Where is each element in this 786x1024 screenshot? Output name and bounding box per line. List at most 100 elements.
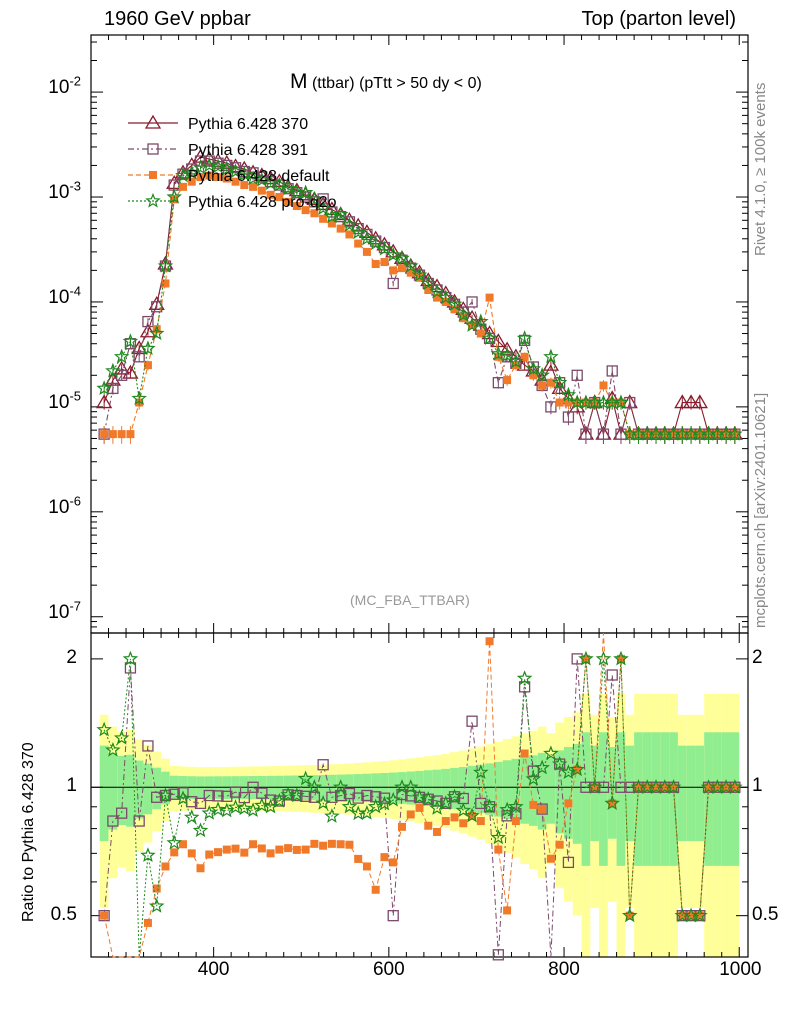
series-line-default bbox=[104, 175, 735, 435]
data-point bbox=[108, 430, 117, 439]
data-point bbox=[599, 381, 608, 390]
ratio-band-inner bbox=[520, 756, 529, 824]
data-point bbox=[196, 173, 205, 182]
ratio-band-inner bbox=[415, 770, 424, 806]
ratio-band-inner bbox=[441, 768, 451, 808]
ratio-point bbox=[562, 856, 575, 869]
ratio-point bbox=[275, 845, 284, 854]
ratio-point bbox=[247, 781, 259, 793]
ratio-y-tick-label-right: 1 bbox=[752, 775, 763, 797]
ratio-point bbox=[536, 803, 548, 815]
data-point bbox=[297, 184, 314, 200]
ratio-band-inner bbox=[704, 732, 713, 866]
data-point bbox=[473, 313, 489, 329]
ratio-band-inner bbox=[634, 732, 643, 866]
ratio-point bbox=[433, 827, 442, 836]
y-tick-label: 10-3 bbox=[48, 179, 81, 204]
data-point bbox=[499, 347, 515, 362]
ratio-point bbox=[578, 650, 594, 666]
ratio-point bbox=[397, 822, 406, 831]
ratio-band-inner bbox=[467, 765, 477, 812]
data-point bbox=[100, 430, 109, 439]
ratio-point bbox=[219, 802, 235, 818]
data-point bbox=[143, 361, 152, 370]
ratio-point bbox=[142, 740, 154, 752]
legend-entry-s370: Pythia 6.428 370 bbox=[128, 114, 308, 133]
ratio-point bbox=[704, 783, 713, 792]
data-point bbox=[389, 266, 398, 275]
ratio-point bbox=[586, 779, 603, 794]
ratio-band-inner bbox=[406, 771, 416, 805]
data-point bbox=[350, 224, 366, 240]
ratio-point bbox=[140, 847, 156, 862]
data-point bbox=[227, 163, 244, 179]
data-point bbox=[385, 246, 401, 262]
ratio-point bbox=[105, 741, 121, 757]
data-point bbox=[166, 188, 182, 204]
data-point bbox=[140, 340, 156, 356]
ratio-point bbox=[361, 789, 373, 802]
data-point bbox=[152, 325, 161, 334]
data-point bbox=[161, 279, 170, 288]
ratio-point bbox=[187, 849, 196, 858]
ratio-ylabel: Ratio to Pythia 6.428 370 bbox=[20, 742, 37, 922]
data-point bbox=[319, 214, 328, 223]
data-point bbox=[301, 206, 310, 215]
ratio-point bbox=[492, 949, 504, 961]
ratio-band-inner bbox=[660, 732, 670, 866]
ratio-point bbox=[595, 650, 612, 666]
data-point bbox=[560, 386, 577, 402]
legend-label: Pythia 6.428 default bbox=[188, 168, 330, 185]
ratio-band-inner bbox=[117, 755, 127, 826]
data-point bbox=[387, 277, 399, 290]
ratio-point bbox=[166, 834, 182, 850]
ratio-point bbox=[284, 844, 293, 853]
data-point bbox=[534, 367, 550, 382]
ratio-y-tick-label: 0.5 bbox=[50, 903, 77, 925]
ratio-point bbox=[459, 819, 468, 828]
data-point bbox=[245, 170, 261, 186]
data-point bbox=[406, 268, 415, 277]
data-point bbox=[450, 305, 459, 314]
ratio-band-inner bbox=[651, 732, 661, 866]
ratio-point bbox=[411, 789, 428, 804]
data-point bbox=[201, 157, 218, 173]
ratio-band-inner bbox=[564, 747, 573, 839]
ratio-point bbox=[429, 800, 445, 815]
ratio-band-inner bbox=[529, 755, 538, 826]
ratio-point bbox=[511, 817, 520, 826]
ratio-band-inner bbox=[712, 732, 722, 866]
ratio-band-inner bbox=[380, 773, 389, 803]
ratio-point bbox=[446, 788, 463, 804]
watermark-label: (MC_FBA_TTBAR) bbox=[350, 592, 470, 608]
data-point bbox=[476, 329, 485, 338]
x-tick-label: 1000 bbox=[719, 959, 762, 980]
ratio-point bbox=[692, 907, 708, 923]
ratio-point bbox=[652, 783, 661, 792]
ratio-point bbox=[543, 745, 559, 761]
ratio-point bbox=[306, 779, 323, 794]
ratio-point bbox=[227, 799, 244, 814]
data-point bbox=[529, 371, 538, 380]
data-point bbox=[341, 216, 358, 232]
ratio-band-inner bbox=[686, 745, 696, 842]
data-point bbox=[597, 428, 610, 440]
legend-entry-proq2o: Pythia 6.428 pro-q2o bbox=[128, 192, 337, 211]
data-point bbox=[175, 167, 191, 183]
ratio-point bbox=[152, 884, 161, 893]
data-point bbox=[105, 362, 121, 378]
data-point bbox=[315, 200, 331, 215]
ratio-point bbox=[380, 853, 389, 862]
ratio-point bbox=[450, 813, 459, 822]
ratio-point bbox=[170, 848, 179, 857]
data-point bbox=[455, 306, 472, 322]
data-point bbox=[262, 175, 279, 190]
ratio-band-inner bbox=[599, 732, 608, 866]
ratio-point bbox=[345, 840, 354, 849]
ratio-point bbox=[183, 809, 200, 824]
ratio-band-inner bbox=[607, 747, 617, 839]
data-point bbox=[606, 365, 618, 377]
ratio-point bbox=[354, 854, 363, 863]
data-point bbox=[433, 293, 442, 302]
ratio-point bbox=[387, 910, 399, 922]
